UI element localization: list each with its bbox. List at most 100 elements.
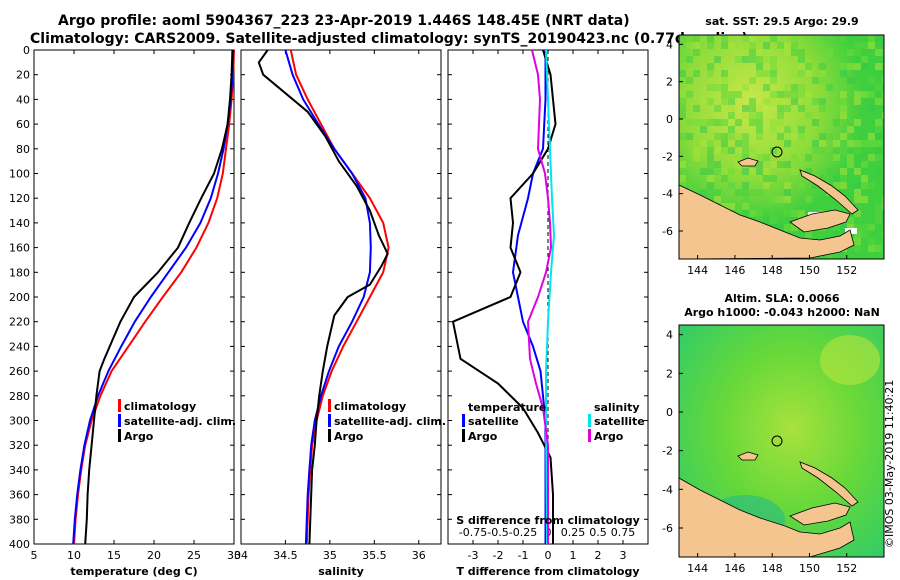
sst-cell: [770, 119, 777, 126]
sst-cell: [714, 147, 721, 154]
sst-cell: [735, 91, 742, 98]
map-y-tick-label: 2: [666, 367, 673, 380]
sst-cell: [735, 154, 742, 161]
s-tick-label: -0.25: [509, 526, 537, 539]
sst-cell: [735, 210, 742, 217]
legend-s-argo-swatch: [588, 429, 591, 442]
series-line-climatology: [289, 49, 390, 545]
sst-cell: [721, 140, 728, 147]
sst-cell: [854, 168, 861, 175]
sst-cell: [735, 189, 742, 196]
sst-cell: [749, 168, 756, 175]
sst-cell: [819, 140, 826, 147]
sst-cell: [882, 161, 884, 168]
sst-cell: [826, 49, 833, 56]
map-y-tick-label: 2: [666, 76, 673, 89]
sst-cell: [840, 105, 847, 112]
sst-cell: [742, 147, 749, 154]
y-tick-label: 360: [9, 489, 30, 502]
sst-cell: [777, 161, 784, 168]
sst-cell: [826, 84, 833, 91]
sst-map-title: sat. SST: 29.5 Argo: 29.9: [705, 15, 858, 28]
sst-cell: [840, 133, 847, 140]
sst-cell: [721, 91, 728, 98]
sst-cell: [875, 154, 882, 161]
sst-cell: [749, 189, 756, 196]
legend-t-satellite-swatch: [462, 414, 465, 427]
sst-cell: [756, 203, 763, 210]
sst-cell: [882, 77, 884, 84]
sst-cell: [868, 154, 875, 161]
legend-satellite: satellite-adj. clim.: [334, 415, 446, 428]
sst-cell: [798, 126, 805, 133]
sst-cell: [763, 98, 770, 105]
island-new-ireland: [799, 461, 859, 507]
sst-cell: [791, 84, 798, 91]
sst-cell: [770, 63, 777, 70]
sst-cell: [861, 56, 868, 63]
map-y-tick-label: 4: [666, 329, 673, 342]
sst-cell: [840, 112, 847, 119]
sst-cell: [784, 140, 791, 147]
y-tick-label: 300: [9, 415, 30, 428]
sst-cell: [777, 42, 784, 49]
sst-cell: [819, 147, 826, 154]
sst-cell: [854, 42, 861, 49]
sst-cell: [812, 98, 819, 105]
sst-cell: [763, 182, 770, 189]
sst-cell: [854, 196, 861, 203]
sst-cell: [840, 98, 847, 105]
sst-cell: [840, 182, 847, 189]
sst-cell: [875, 217, 882, 224]
sst-cell: [707, 35, 714, 42]
sst-cell: [791, 147, 798, 154]
sst-cell: [756, 133, 763, 140]
sst-cell: [798, 70, 805, 77]
sst-cell: [875, 133, 882, 140]
sst-cell: [833, 140, 840, 147]
sst-cell: [742, 168, 749, 175]
sst-cell: [854, 70, 861, 77]
sst-cell: [707, 140, 714, 147]
sst-cell: [749, 210, 756, 217]
salinity-difference-xlabel: S difference from climatology: [456, 514, 640, 527]
sst-cell: [749, 112, 756, 119]
sst-cell: [798, 84, 805, 91]
sst-cell: [721, 35, 728, 42]
sst-cell: [756, 63, 763, 70]
map-y-tick-label: 0: [666, 113, 673, 126]
series-line-climatology: [73, 49, 235, 545]
argo-position-marker: [771, 435, 783, 447]
imos-watermark: ©IMOS 03-May-2019 11:40:21: [883, 380, 896, 548]
sst-cell: [882, 217, 884, 224]
sst-cell: [742, 196, 749, 203]
sst-cell: [833, 154, 840, 161]
sst-cell: [756, 70, 763, 77]
y-tick-label: 220: [9, 316, 30, 329]
sst-cell: [742, 105, 749, 112]
sst-cell: [847, 49, 854, 56]
sst-cell: [798, 133, 805, 140]
sst-cell: [826, 119, 833, 126]
sst-cell: [861, 63, 868, 70]
sst-cell: [777, 133, 784, 140]
sst-cell: [840, 168, 847, 175]
x-tick-label: 34.5: [273, 549, 298, 562]
sst-cell: [833, 231, 840, 238]
sst-cell: [791, 42, 798, 49]
island-manus: [737, 451, 759, 461]
sst-cell: [686, 56, 693, 63]
sst-cell: [728, 203, 735, 210]
series-line-satellite-adj-clim-: [284, 49, 372, 545]
sst-cell: [770, 175, 777, 182]
sst-cell: [861, 161, 868, 168]
y-tick-label: 0: [23, 44, 30, 57]
y-tick-label: 180: [9, 266, 30, 279]
sst-cell: [756, 126, 763, 133]
sst-cell: [777, 224, 784, 231]
sst-cell: [777, 196, 784, 203]
x-tick-label: -2: [493, 549, 504, 562]
sst-cell: [679, 112, 686, 119]
sst-cell: [763, 56, 770, 63]
sst-cell: [875, 77, 882, 84]
